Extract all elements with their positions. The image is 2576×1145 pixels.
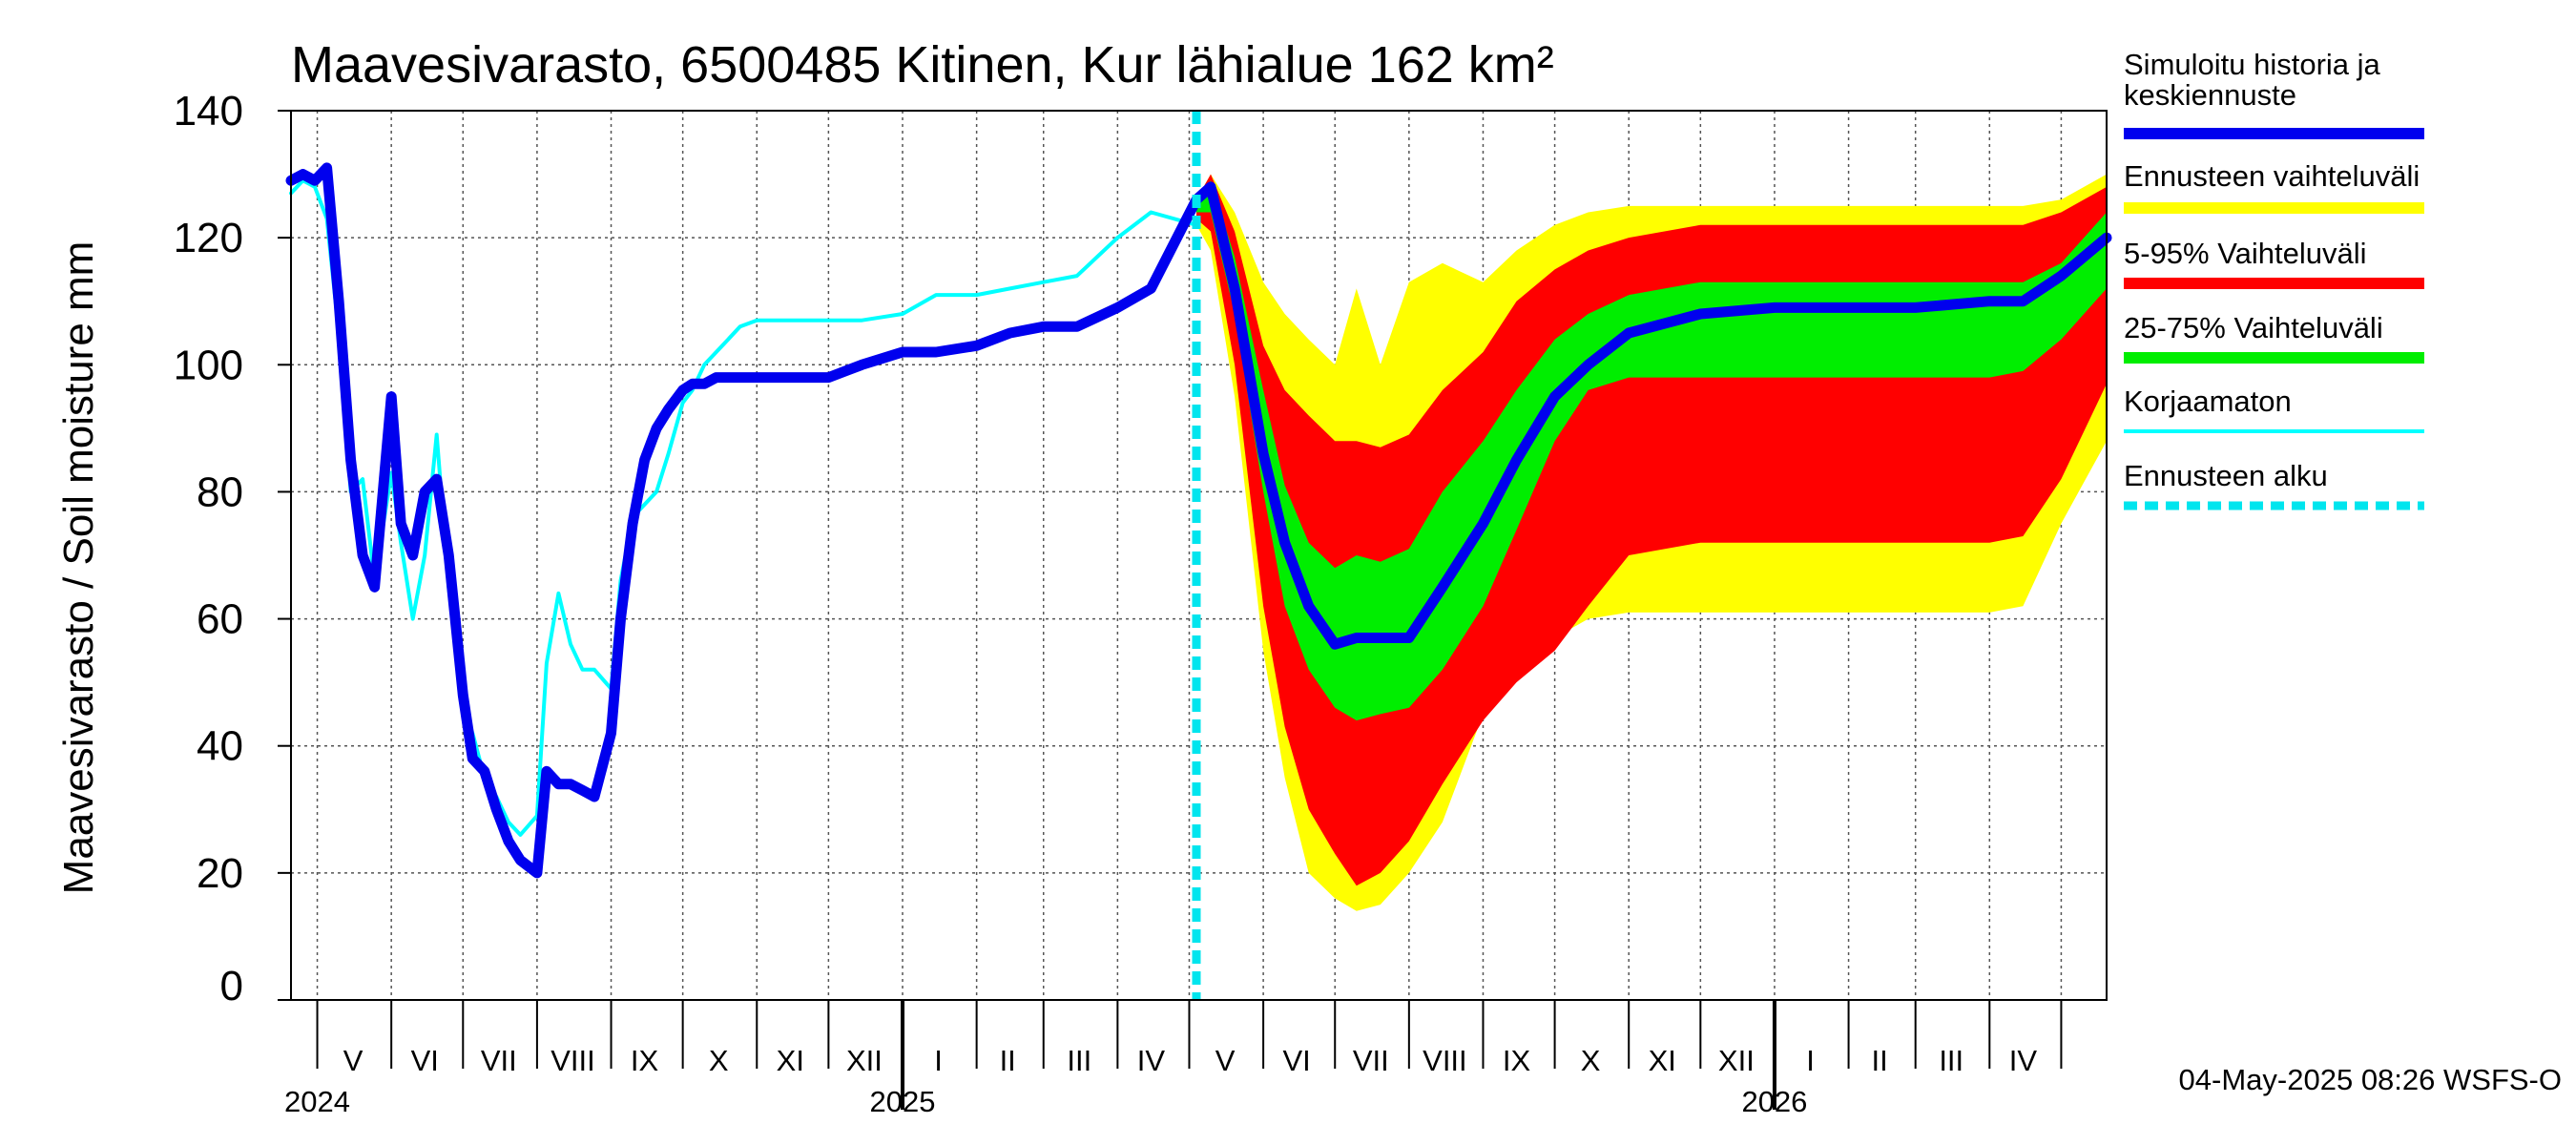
year-label: 2024 <box>284 1085 350 1118</box>
y-tick-label: 40 <box>197 723 243 770</box>
legend-label: Ennusteen vaihteluväli <box>2124 159 2420 193</box>
month-label: II <box>1872 1044 1888 1077</box>
year-labels: 2024 2025 2026 <box>284 1085 1807 1118</box>
y-tick-labels: 0 20 40 60 80 100 120 140 <box>174 88 243 1010</box>
y-tick-label: 60 <box>197 596 243 643</box>
chart-title: Maavesivarasto, 6500485 Kitinen, Kur läh… <box>291 36 1554 94</box>
month-label: III <box>1067 1044 1091 1077</box>
month-label: VII <box>481 1044 517 1077</box>
year-label: 2026 <box>1741 1085 1807 1118</box>
month-label: VI <box>1283 1044 1311 1077</box>
month-label: III <box>1939 1044 1963 1077</box>
legend-label: keskiennuste <box>2124 78 2296 112</box>
month-label: V <box>343 1044 364 1077</box>
month-label: II <box>1000 1044 1016 1077</box>
month-label: IV <box>2009 1044 2038 1077</box>
month-label: XII <box>1718 1044 1755 1077</box>
month-label: XII <box>846 1044 883 1077</box>
series-lines <box>285 162 2112 879</box>
plot-frame <box>290 110 2108 1001</box>
band-25-75-vaihteluv-li <box>1196 180 2107 721</box>
month-label: XI <box>1649 1044 1676 1077</box>
month-label: X <box>709 1044 729 1077</box>
month-labels: V VI VII VIII IX X XI XII I II III IV V VI VII VIII IX X X… <box>343 1044 2038 1077</box>
y-tick-label: 140 <box>174 88 243 135</box>
y-tick-label: 80 <box>197 468 243 515</box>
y-tick-label: 120 <box>174 215 243 261</box>
series-simuloitu-historia-ja-keskiennuste <box>285 162 2112 879</box>
month-label: VI <box>411 1044 439 1077</box>
y-tick-label: 0 <box>220 963 243 1010</box>
axes <box>278 110 2108 1110</box>
month-label: VIII <box>551 1044 595 1077</box>
month-label: X <box>1581 1044 1601 1077</box>
month-label: I <box>1806 1044 1815 1077</box>
legend-label: Ennusteen alku <box>2124 459 2328 492</box>
month-label: XI <box>777 1044 804 1077</box>
legend-label: Korjaamaton <box>2124 385 2292 418</box>
legend-label: 25-75% Vaihteluväli <box>2124 311 2383 344</box>
month-label: IX <box>631 1044 659 1077</box>
timestamp-footer: 04-May-2025 08:26 WSFS-O <box>2179 1063 2562 1096</box>
month-label: IX <box>1503 1044 1531 1077</box>
y-tick-label: 100 <box>174 342 243 388</box>
month-label: I <box>934 1044 943 1077</box>
legend-label: 5-95% Vaihteluväli <box>2124 237 2366 270</box>
band-5-95-vaihteluv-li <box>1196 174 2107 886</box>
y-tick-label: 20 <box>197 850 243 897</box>
month-label: VII <box>1353 1044 1389 1077</box>
forecast-bands <box>1196 174 2107 911</box>
month-label: IV <box>1137 1044 1166 1077</box>
legend-label: Simuloitu historia ja <box>2124 48 2381 81</box>
year-label: 2025 <box>870 1085 936 1118</box>
y-axis-label: Maavesivarasto / Soil moisture mm <box>55 241 102 895</box>
month-label: VIII <box>1423 1044 1467 1077</box>
month-label: V <box>1215 1044 1236 1077</box>
